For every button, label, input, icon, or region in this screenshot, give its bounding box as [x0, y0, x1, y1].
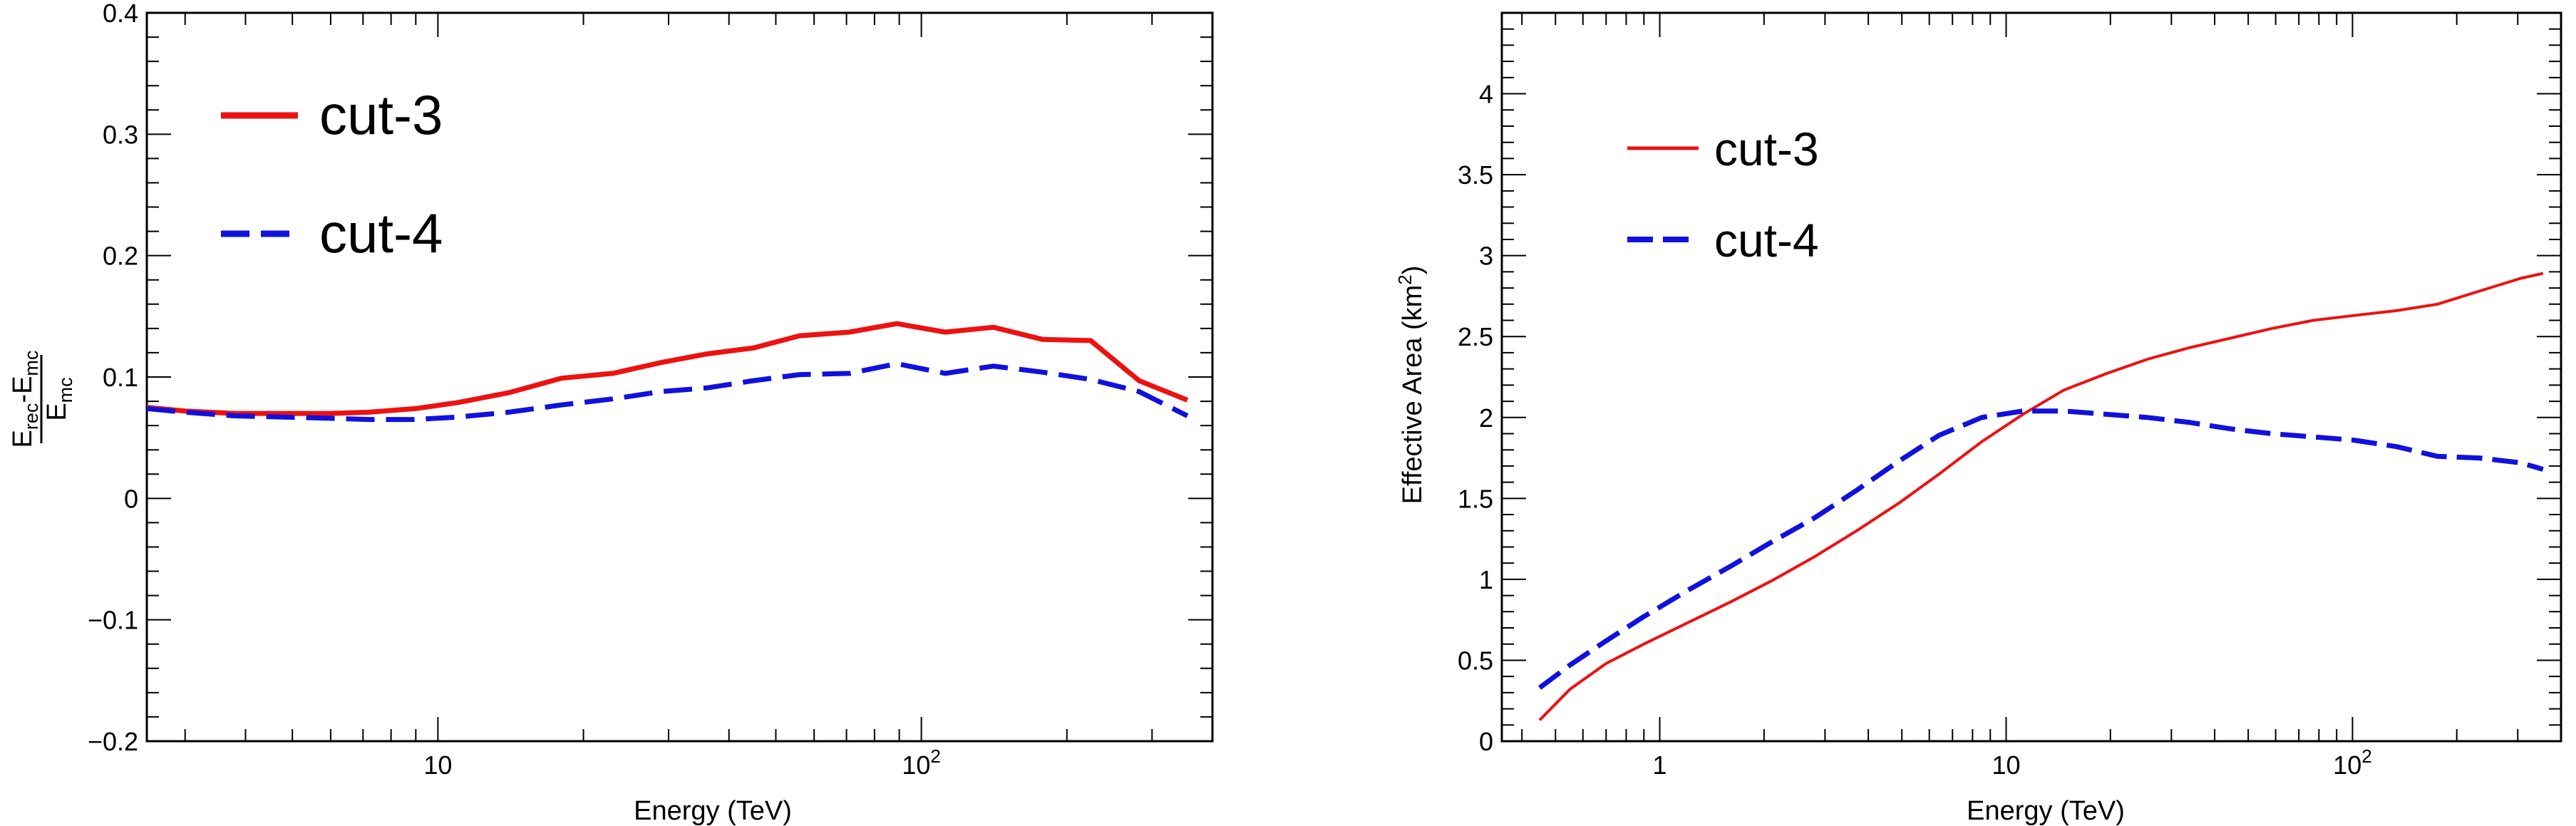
y-tick-label: 0: [1479, 727, 1493, 756]
y-tick-label: 2.5: [1458, 322, 1493, 351]
minor-ticks: [147, 13, 1213, 741]
y-tick-label: 0.5: [1458, 646, 1493, 675]
y-tick-label: 2: [1479, 403, 1493, 433]
series-line-cut-3: [1538, 272, 2544, 721]
series-line-cut-4: [146, 361, 1189, 423]
legend-label-cut-4: cut-4: [319, 202, 443, 264]
legend-label-cut-3: cut-3: [1714, 123, 1819, 175]
y-tick-label: 0: [124, 484, 138, 513]
legend-entry-cut-4: cut-4: [221, 202, 443, 264]
major-ticks: [147, 12, 1212, 742]
chart-energy-resolution: 0.4 0.3 0.2 0.1 0 −0.1 −0.2 10 102 Energy (TeV)…: [8, 0, 1214, 826]
legend-label-cut-4: cut-4: [1714, 214, 1819, 267]
y-tick-label: 4: [1479, 80, 1493, 109]
y-tick-labels: 0.4 0.3 0.2 0.1 0 −0.1 −0.2: [88, 0, 138, 756]
chart-effective-area: 4 3.5 3 2.5 2 1.5 1 0.5 0 1 10 102 Energy (TeV) Ef…: [1394, 11, 2562, 826]
legend-label-cut-3: cut-3: [319, 83, 443, 146]
y-tick-label: 0.3: [103, 120, 138, 149]
y-tick-label: −0.1: [88, 606, 138, 635]
legend-entry-cut-4: cut-4: [1627, 214, 1819, 267]
major-ticks: [1502, 12, 2561, 742]
y-tick-label: −0.2: [88, 727, 138, 756]
x-axis-title: Energy (TeV): [1967, 796, 2125, 826]
x-tick-labels: 1 10 102: [1653, 745, 2372, 780]
legend: cut-3 cut-4: [1627, 123, 1819, 267]
legend-entry-cut-3: cut-3: [221, 83, 443, 146]
y-tick-label: 0.4: [103, 0, 138, 28]
x-tick-label: 102: [902, 745, 941, 780]
x-tick-label: 102: [2333, 745, 2372, 780]
legend: cut-3 cut-4: [221, 83, 443, 264]
y-tick-label: 0.1: [103, 363, 138, 392]
y-tick-label: 0.2: [103, 242, 138, 271]
x-tick-label: 10: [1992, 750, 2020, 780]
legend-entry-cut-3: cut-3: [1627, 123, 1819, 175]
y-tick-label: 3.5: [1458, 160, 1493, 190]
x-tick-label: 10: [423, 750, 452, 780]
minor-ticks: [1502, 13, 2562, 741]
plot-frame: [1500, 11, 2562, 743]
series-group: [146, 321, 1189, 423]
y-tick-label: 3: [1479, 242, 1493, 271]
y-tick-labels: 4 3.5 3 2.5 2 1.5 1 0.5 0: [1458, 80, 1493, 756]
y-axis-title: Erec-Emc Emc: [8, 351, 76, 448]
y-axis-numerator: Erec-Emc: [8, 351, 42, 448]
plot-frame: [145, 11, 1214, 743]
series-group: [1537, 272, 2544, 721]
series-line-cut-4: [1537, 408, 2544, 690]
y-tick-label: 1.5: [1458, 484, 1493, 513]
y-axis-denominator: Emc: [42, 377, 76, 420]
x-tick-labels: 10 102: [423, 745, 941, 780]
series-line-cut-3: [146, 321, 1189, 416]
y-axis-title: Effective Area (km2): [1394, 266, 1428, 505]
x-axis-title: Energy (TeV): [634, 796, 792, 826]
x-tick-label: 1: [1653, 750, 1667, 780]
y-tick-label: 1: [1479, 565, 1493, 594]
